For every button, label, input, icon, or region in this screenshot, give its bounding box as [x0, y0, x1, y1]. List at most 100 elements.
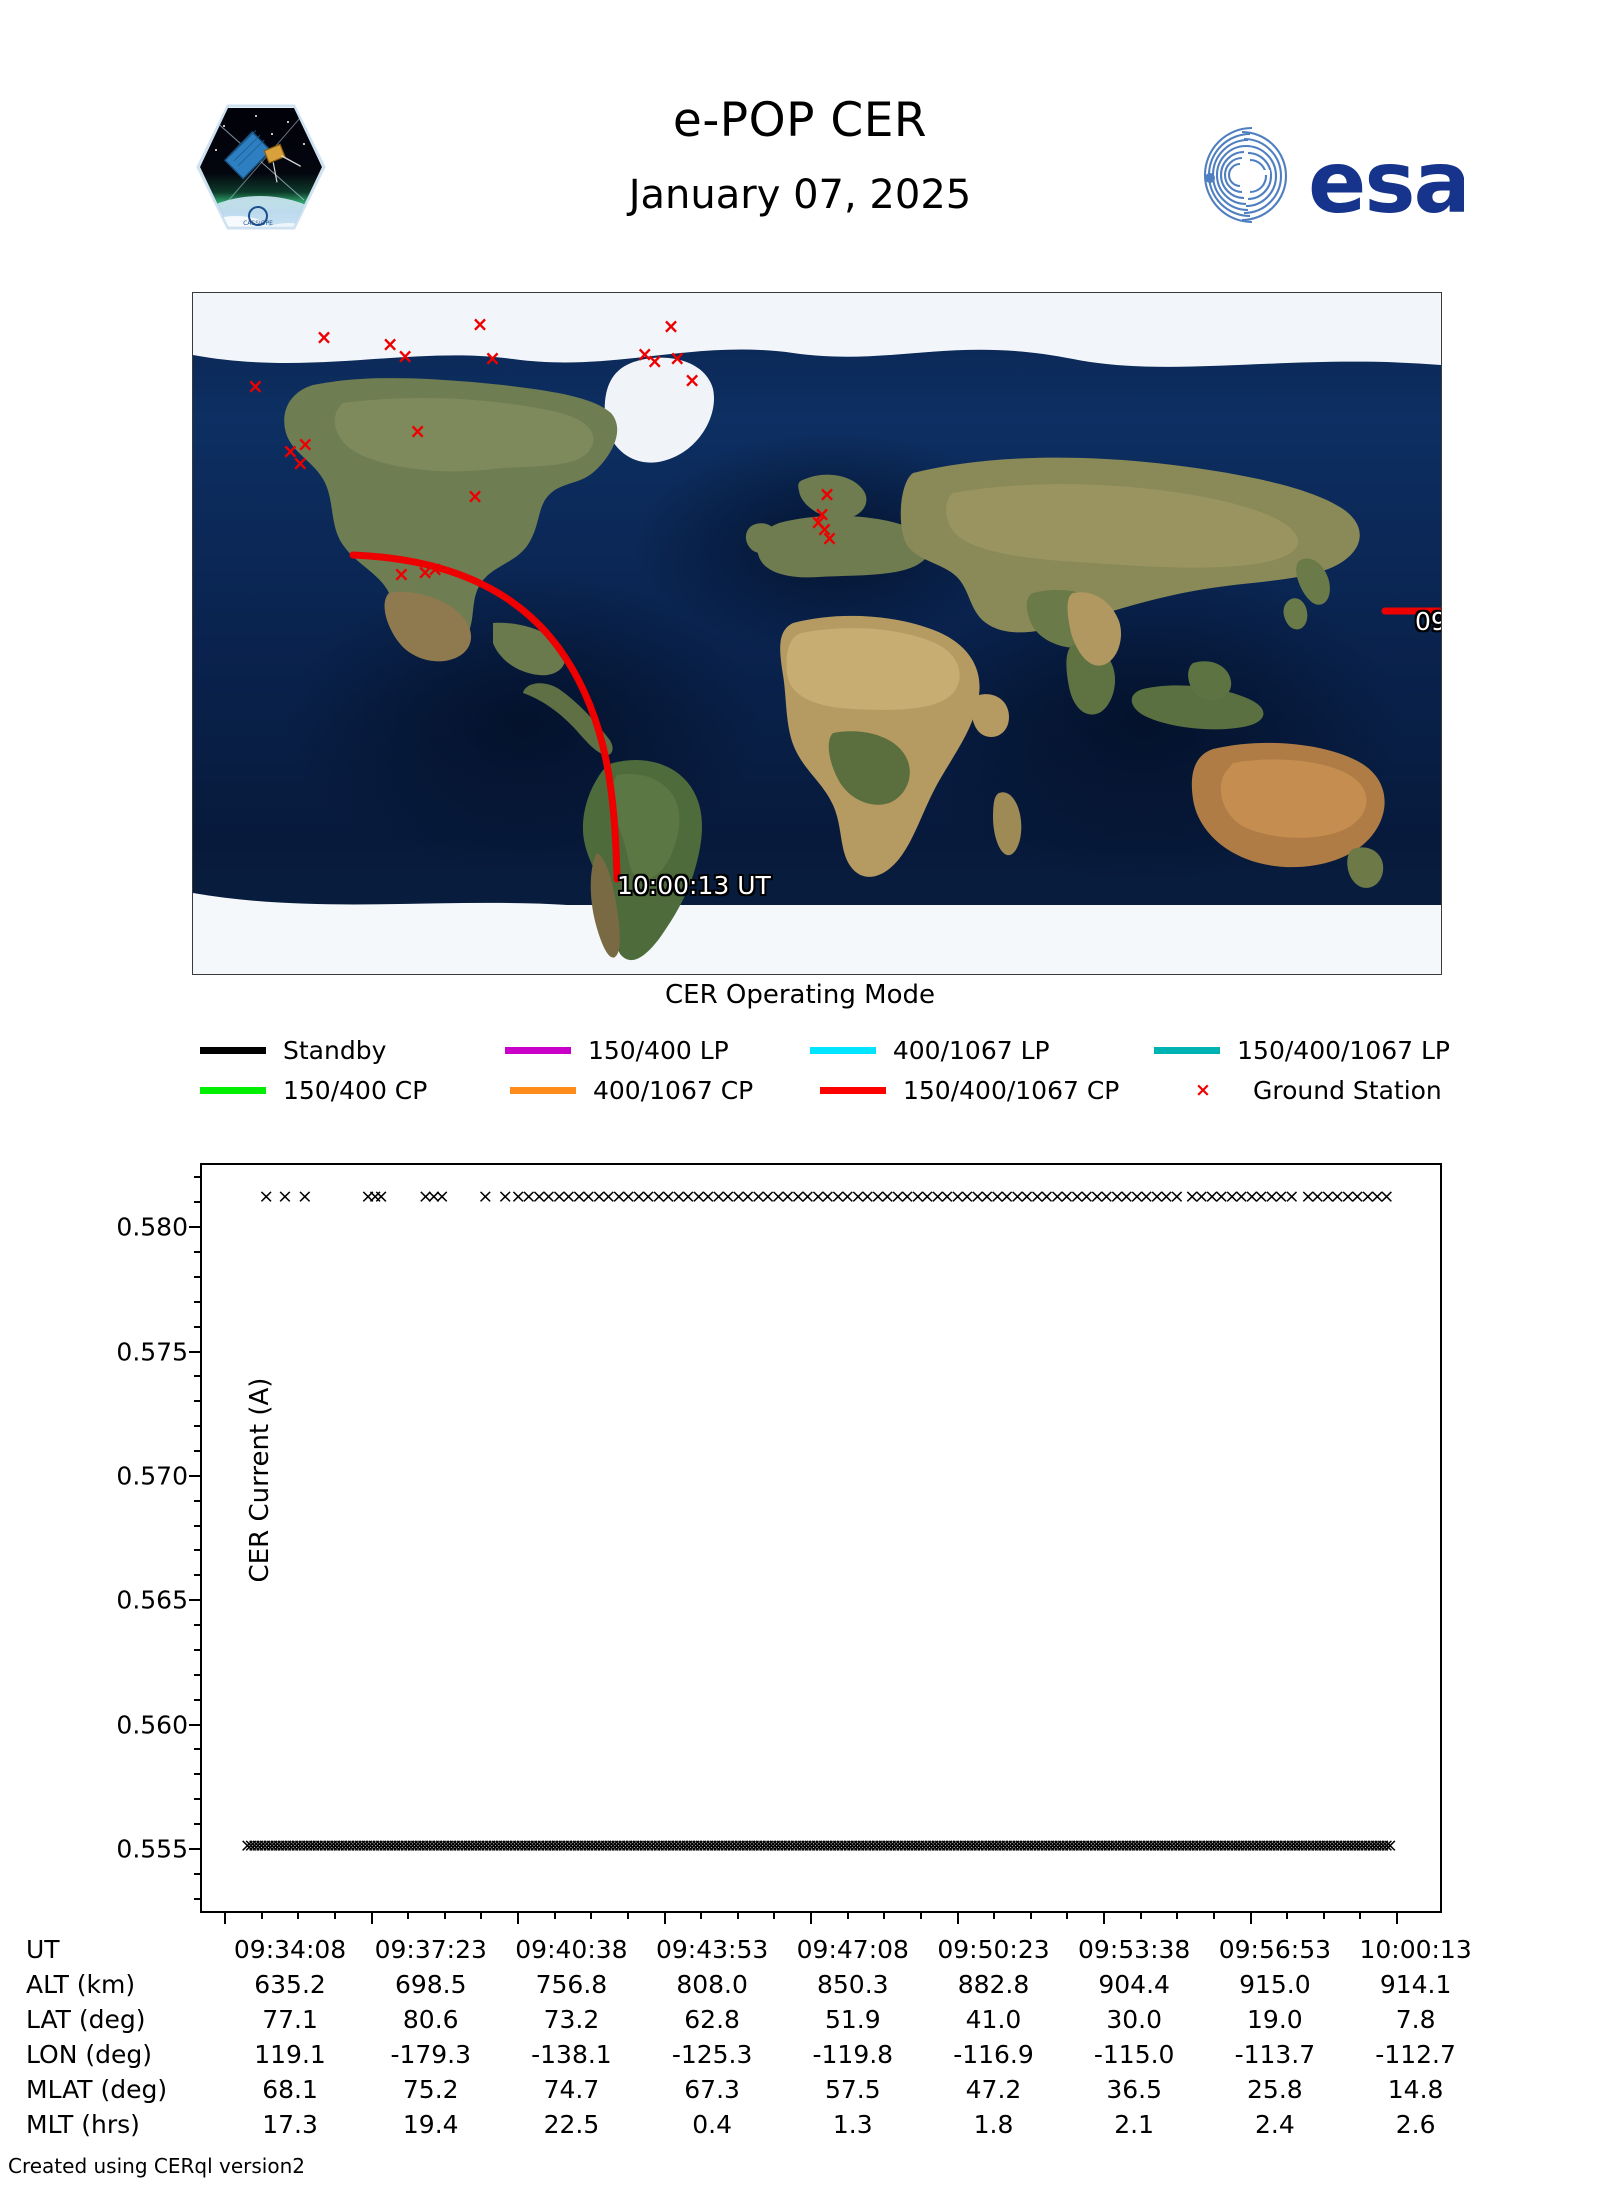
y-tick-minor: [194, 1300, 202, 1303]
table-cell: 41.0: [965, 2005, 1022, 2034]
legend-item-ground-station[interactable]: × Ground Station: [1170, 1076, 1442, 1105]
y-tick-minor: [194, 1773, 202, 1776]
data-point-high: ×: [571, 1185, 588, 1208]
legend-item-400-1067-cp[interactable]: 400/1067 CP: [510, 1076, 820, 1105]
x-tick-minor: [407, 1911, 410, 1919]
table-cell: 80.6: [402, 2005, 459, 2034]
data-point-low: ×: [591, 1834, 607, 1857]
table-row-label: LAT (deg): [26, 2005, 146, 2034]
svg-text:CASSIOPE: CASSIOPE: [243, 220, 273, 227]
data-point-low: ×: [587, 1834, 604, 1857]
legend-color-swatch: [510, 1086, 576, 1094]
table-cell: 09:40:38: [515, 1935, 628, 1964]
data-point-high: ×: [998, 1185, 1015, 1208]
data-point-low: ×: [844, 1834, 861, 1857]
data-point-low: ×: [671, 1834, 688, 1857]
data-point-low: ×: [991, 1834, 1008, 1857]
data-point-low: ×: [889, 1834, 906, 1857]
data-point-high: ×: [417, 1185, 434, 1208]
legend-item-400-1067-lp[interactable]: 400/1067 LP: [809, 1036, 1154, 1065]
data-point-low: ×: [896, 1834, 913, 1857]
data-point-low: ×: [636, 1834, 653, 1857]
data-point-low: ×: [657, 1834, 674, 1857]
data-point-low: ×: [383, 1834, 400, 1857]
data-point-low: ×: [1230, 1834, 1247, 1857]
data-point-high: ×: [540, 1185, 557, 1208]
data-point-low: ×: [351, 1834, 368, 1857]
data-point-low: ×: [773, 1834, 790, 1857]
table-cell: 74.7: [543, 2075, 600, 2104]
legend-item-150-400-lp[interactable]: 150/400 LP: [504, 1036, 810, 1065]
data-point-low: ×: [1005, 1834, 1022, 1857]
data-point-low: ×: [967, 1834, 984, 1857]
x-tick-major: [1249, 1911, 1252, 1924]
data-point-low: ×: [886, 1834, 903, 1857]
data-point-low: ×: [460, 1834, 477, 1857]
data-point-low: ×: [612, 1834, 629, 1857]
data-point-low: ×: [1294, 1834, 1311, 1857]
table-row: UT 09:34:08 09:37:23 09:40:38 09:43:53 09:47:…: [26, 1932, 1486, 1967]
y-tick-label: 0.580: [116, 1212, 188, 1242]
satellite-ground-track: [349, 551, 621, 883]
y-tick-label: 0.560: [116, 1710, 188, 1739]
legend-item-150-400-1067-lp[interactable]: 150/400/1067 LP: [1154, 1036, 1450, 1065]
legend-item-150-400-1067-cp[interactable]: 150/400/1067 CP: [820, 1076, 1170, 1105]
data-point-high: ×: [1233, 1185, 1250, 1208]
page-title: e-POP CER: [672, 93, 928, 148]
data-point-low: ×: [552, 1834, 569, 1857]
y-tick-minor: [194, 1648, 202, 1651]
legend-item-standby[interactable]: Standby: [200, 1036, 505, 1065]
legend-color-swatch: [1154, 1046, 1221, 1054]
data-point-low: ×: [984, 1834, 1001, 1857]
data-point-low: ×: [527, 1834, 544, 1857]
data-point-low: ×: [471, 1834, 488, 1857]
legend-row: 150/400 CP 400/1067 CP 150/400/1067 CP × Gro…: [200, 1070, 1450, 1110]
data-point-low: ×: [854, 1834, 871, 1857]
table-cell: 808.0: [676, 1970, 748, 1999]
data-point-low: ×: [302, 1834, 319, 1857]
data-point-high: ×: [879, 1185, 896, 1208]
data-point-low: ×: [1048, 1834, 1065, 1857]
data-point-low: ×: [1125, 1834, 1142, 1857]
data-point-low: ×: [499, 1834, 516, 1857]
data-point-low: ×: [1304, 1834, 1321, 1857]
y-tick-minor: [194, 1375, 202, 1378]
data-point-low: ×: [1051, 1834, 1068, 1857]
data-point-low: ×: [1020, 1834, 1036, 1857]
data-point-low: ×: [1357, 1834, 1374, 1857]
data-point-low: ×: [1339, 1834, 1356, 1857]
data-point-low: ×: [584, 1834, 600, 1857]
data-point-low: ×: [390, 1834, 407, 1857]
data-point-low: ×: [1325, 1834, 1342, 1857]
data-point-low: ×: [1375, 1834, 1392, 1857]
data-point-high: ×: [600, 1185, 617, 1208]
data-point-high: ×: [296, 1185, 313, 1208]
table-cell: 7.8: [1395, 2005, 1436, 2034]
data-point-low: ×: [432, 1834, 449, 1857]
data-point-high: ×: [610, 1185, 627, 1208]
table-row-label: ALT (km): [26, 1970, 136, 1999]
data-point-high: ×: [790, 1185, 807, 1208]
data-point-low: ×: [1213, 1834, 1230, 1857]
data-point-low: ×: [907, 1834, 924, 1857]
data-point-low: ×: [288, 1834, 305, 1857]
y-tick-minor: [194, 1698, 202, 1701]
data-point-low: ×: [949, 1834, 966, 1857]
data-point-low: ×: [306, 1834, 323, 1857]
data-point-low: ×: [524, 1834, 541, 1857]
x-tick-major: [224, 1911, 226, 1924]
data-point-low: ×: [453, 1834, 470, 1857]
data-point-high: ×: [919, 1185, 936, 1208]
data-point-high: ×: [1138, 1185, 1155, 1208]
data-point-high: ×: [650, 1185, 667, 1208]
table-cell: 19.0: [1247, 2005, 1303, 2034]
data-point-low: ×: [1062, 1834, 1079, 1857]
data-point-low: ×: [686, 1834, 702, 1857]
data-point-high: ×: [1129, 1185, 1145, 1208]
legend-item-150-400-cp[interactable]: 150/400 CP: [200, 1076, 510, 1105]
data-point-low: ×: [404, 1834, 421, 1857]
data-point-low: ×: [868, 1834, 885, 1857]
data-point-low: ×: [903, 1834, 920, 1857]
table-cell: 0.4: [692, 2110, 732, 2139]
data-point-low: ×: [1079, 1834, 1096, 1857]
